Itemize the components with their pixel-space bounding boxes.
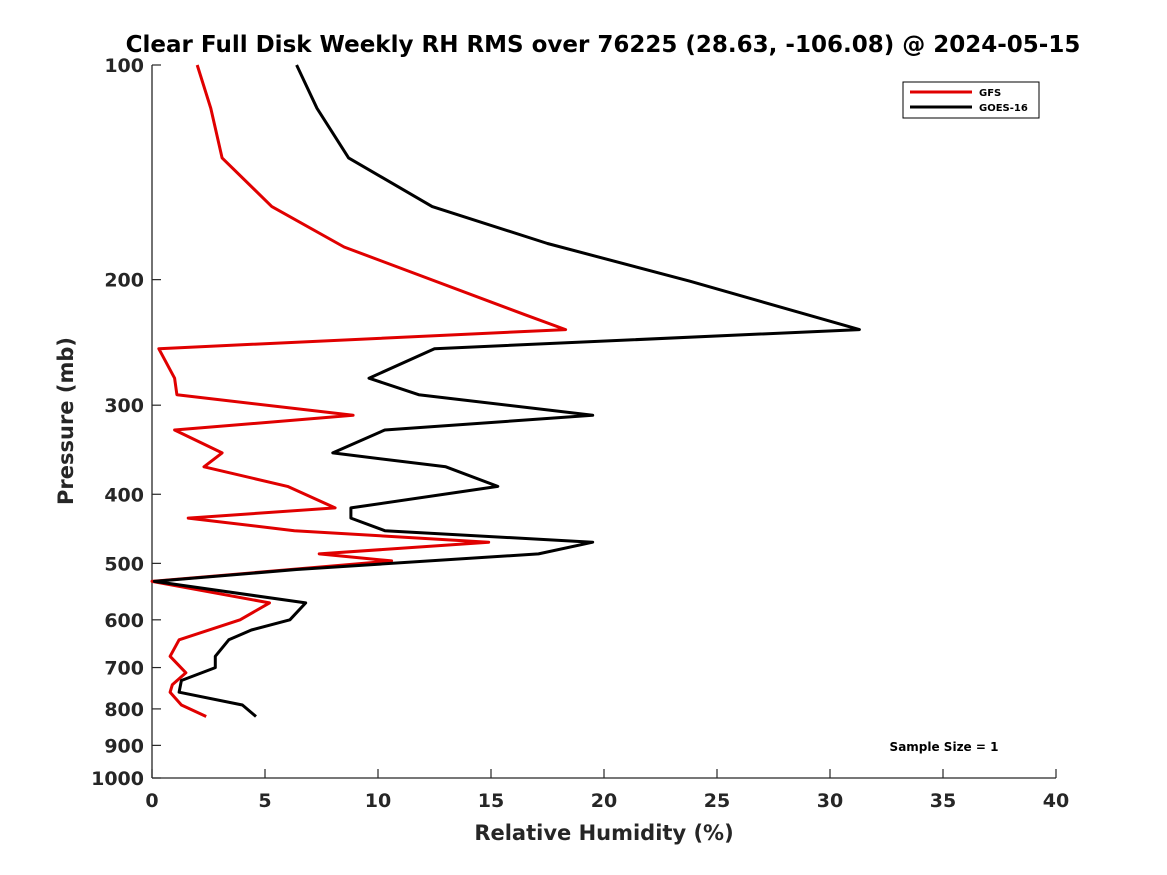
x-tick-label: 5 [258,790,271,812]
chart-title: Clear Full Disk Weekly RH RMS over 76225… [126,32,1081,58]
series-line-goes-16 [152,64,861,718]
legend: GFS GOES-16 [902,81,1040,119]
x-tick-label: 10 [365,790,391,812]
y-axis-label: Pressure (mb) [54,337,78,505]
y-tick-label: 1000 [91,768,144,790]
y-tick-label: 500 [104,553,144,575]
sample-size-annotation: Sample Size = 1 [890,740,999,754]
y-tick-label: 400 [104,484,144,506]
y-tick-label: 100 [104,55,144,77]
series-lines [150,64,861,718]
axes: 0 5 10 15 20 25 30 35 40 100 200 300 400 500 600 700 800… [91,55,1069,812]
legend-frame [902,81,1040,119]
x-tick-label: 0 [145,790,158,812]
y-tick-label: 600 [104,610,144,632]
x-tick-label: 35 [930,790,956,812]
legend-gfs-label: GFS [979,88,1001,99]
series-line-gfs [150,64,568,718]
legend-goes16-label: GOES-16 [979,103,1028,114]
y-tick-label: 700 [104,658,144,680]
y-tick-label: 800 [104,699,144,721]
x-tick-label: 15 [478,790,504,812]
x-tick-label: 20 [591,790,617,812]
x-tick-label: 40 [1043,790,1069,812]
x-tick-label: 25 [704,790,730,812]
x-tick-label: 30 [817,790,843,812]
y-tick-label: 900 [104,735,144,757]
y-tick-label: 200 [104,270,144,292]
y-tick-label: 300 [104,395,144,417]
x-axis-label: Relative Humidity (%) [474,821,733,845]
